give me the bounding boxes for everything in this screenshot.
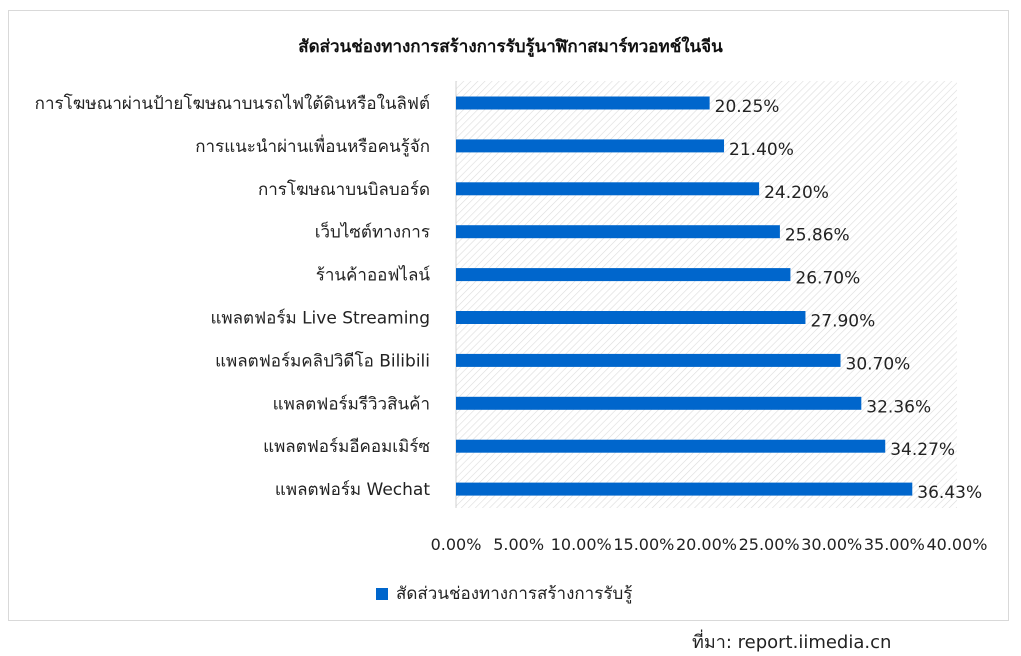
category-label-3: เว็บไซต์ทางการ — [315, 221, 430, 243]
bars-group: การโฆษณาผ่านป้ายโฆษณาบนรถไฟใต้ดินหรือในล… — [35, 93, 988, 554]
bar-6 — [456, 353, 841, 367]
data-label-9: 36.43% — [917, 483, 982, 503]
x-tick-label-2: 10.00% — [551, 535, 612, 554]
data-label-5: 27.90% — [810, 312, 875, 332]
x-tick-label-8: 40.00% — [926, 535, 987, 554]
x-tick-label-7: 35.00% — [864, 535, 925, 554]
bar-5 — [456, 311, 806, 324]
bar-0 — [456, 96, 710, 110]
legend-label: สัดส่วนช่องทางการสร้างการรับรู้ — [396, 584, 633, 604]
category-label-0: การโฆษณาผ่านป้ายโฆษณาบนรถไฟใต้ดินหรือในล… — [35, 93, 430, 114]
source-note: ที่มา: report.iimedia.cn — [692, 632, 892, 653]
data-label-1: 21.40% — [729, 140, 794, 160]
category-label-8: แพลตฟอร์มอีคอมเมิร์ซ — [263, 437, 430, 457]
bar-2 — [456, 182, 760, 196]
x-tick-label-3: 15.00% — [613, 535, 674, 554]
legend: สัดส่วนช่องทางการสร้างการรับรู้ — [376, 580, 632, 607]
bar-7 — [456, 396, 862, 410]
category-label-5: แพลตฟอร์ม Live Streaming — [210, 309, 430, 329]
category-label-6: แพลตฟอร์มคลิปวิดีโอ Bilibili — [215, 350, 430, 371]
category-label-2: การโฆษณาบนบิลบอร์ด — [258, 179, 430, 200]
data-label-6: 30.70% — [846, 354, 911, 374]
legend-swatch — [376, 587, 388, 600]
bar-9 — [456, 482, 913, 496]
data-label-3: 25.86% — [785, 226, 850, 246]
category-label-4: ร้านค้าออฟไลน์ — [316, 265, 431, 286]
data-label-2: 24.20% — [764, 183, 829, 203]
category-label-1: การแนะนำผ่านเพื่อนหรือคนรู้จัก — [195, 134, 430, 157]
bar-4 — [456, 268, 791, 282]
x-tick-label-0: 0.00% — [431, 535, 482, 554]
x-tick-label-6: 30.00% — [801, 535, 862, 554]
bar-8 — [456, 439, 886, 453]
data-label-7: 32.36% — [866, 397, 931, 417]
data-label-4: 26.70% — [795, 269, 860, 289]
x-tick-label-1: 5.00% — [493, 535, 544, 554]
chart-title: สัดส่วนช่องทางการสร้างการรับรู้นาฬิกาสมา… — [298, 37, 723, 57]
x-tick-label-4: 20.00% — [676, 535, 737, 554]
bar-1 — [456, 139, 725, 153]
data-label-8: 34.27% — [890, 440, 955, 460]
category-label-7: แพลตฟอร์มรีวิวสินค้า — [273, 394, 430, 414]
data-label-0: 20.25% — [715, 97, 780, 117]
category-label-9: แพลตฟอร์ม Wechat — [275, 480, 430, 500]
x-tick-label-5: 25.00% — [739, 535, 800, 554]
bar-3 — [456, 225, 780, 239]
